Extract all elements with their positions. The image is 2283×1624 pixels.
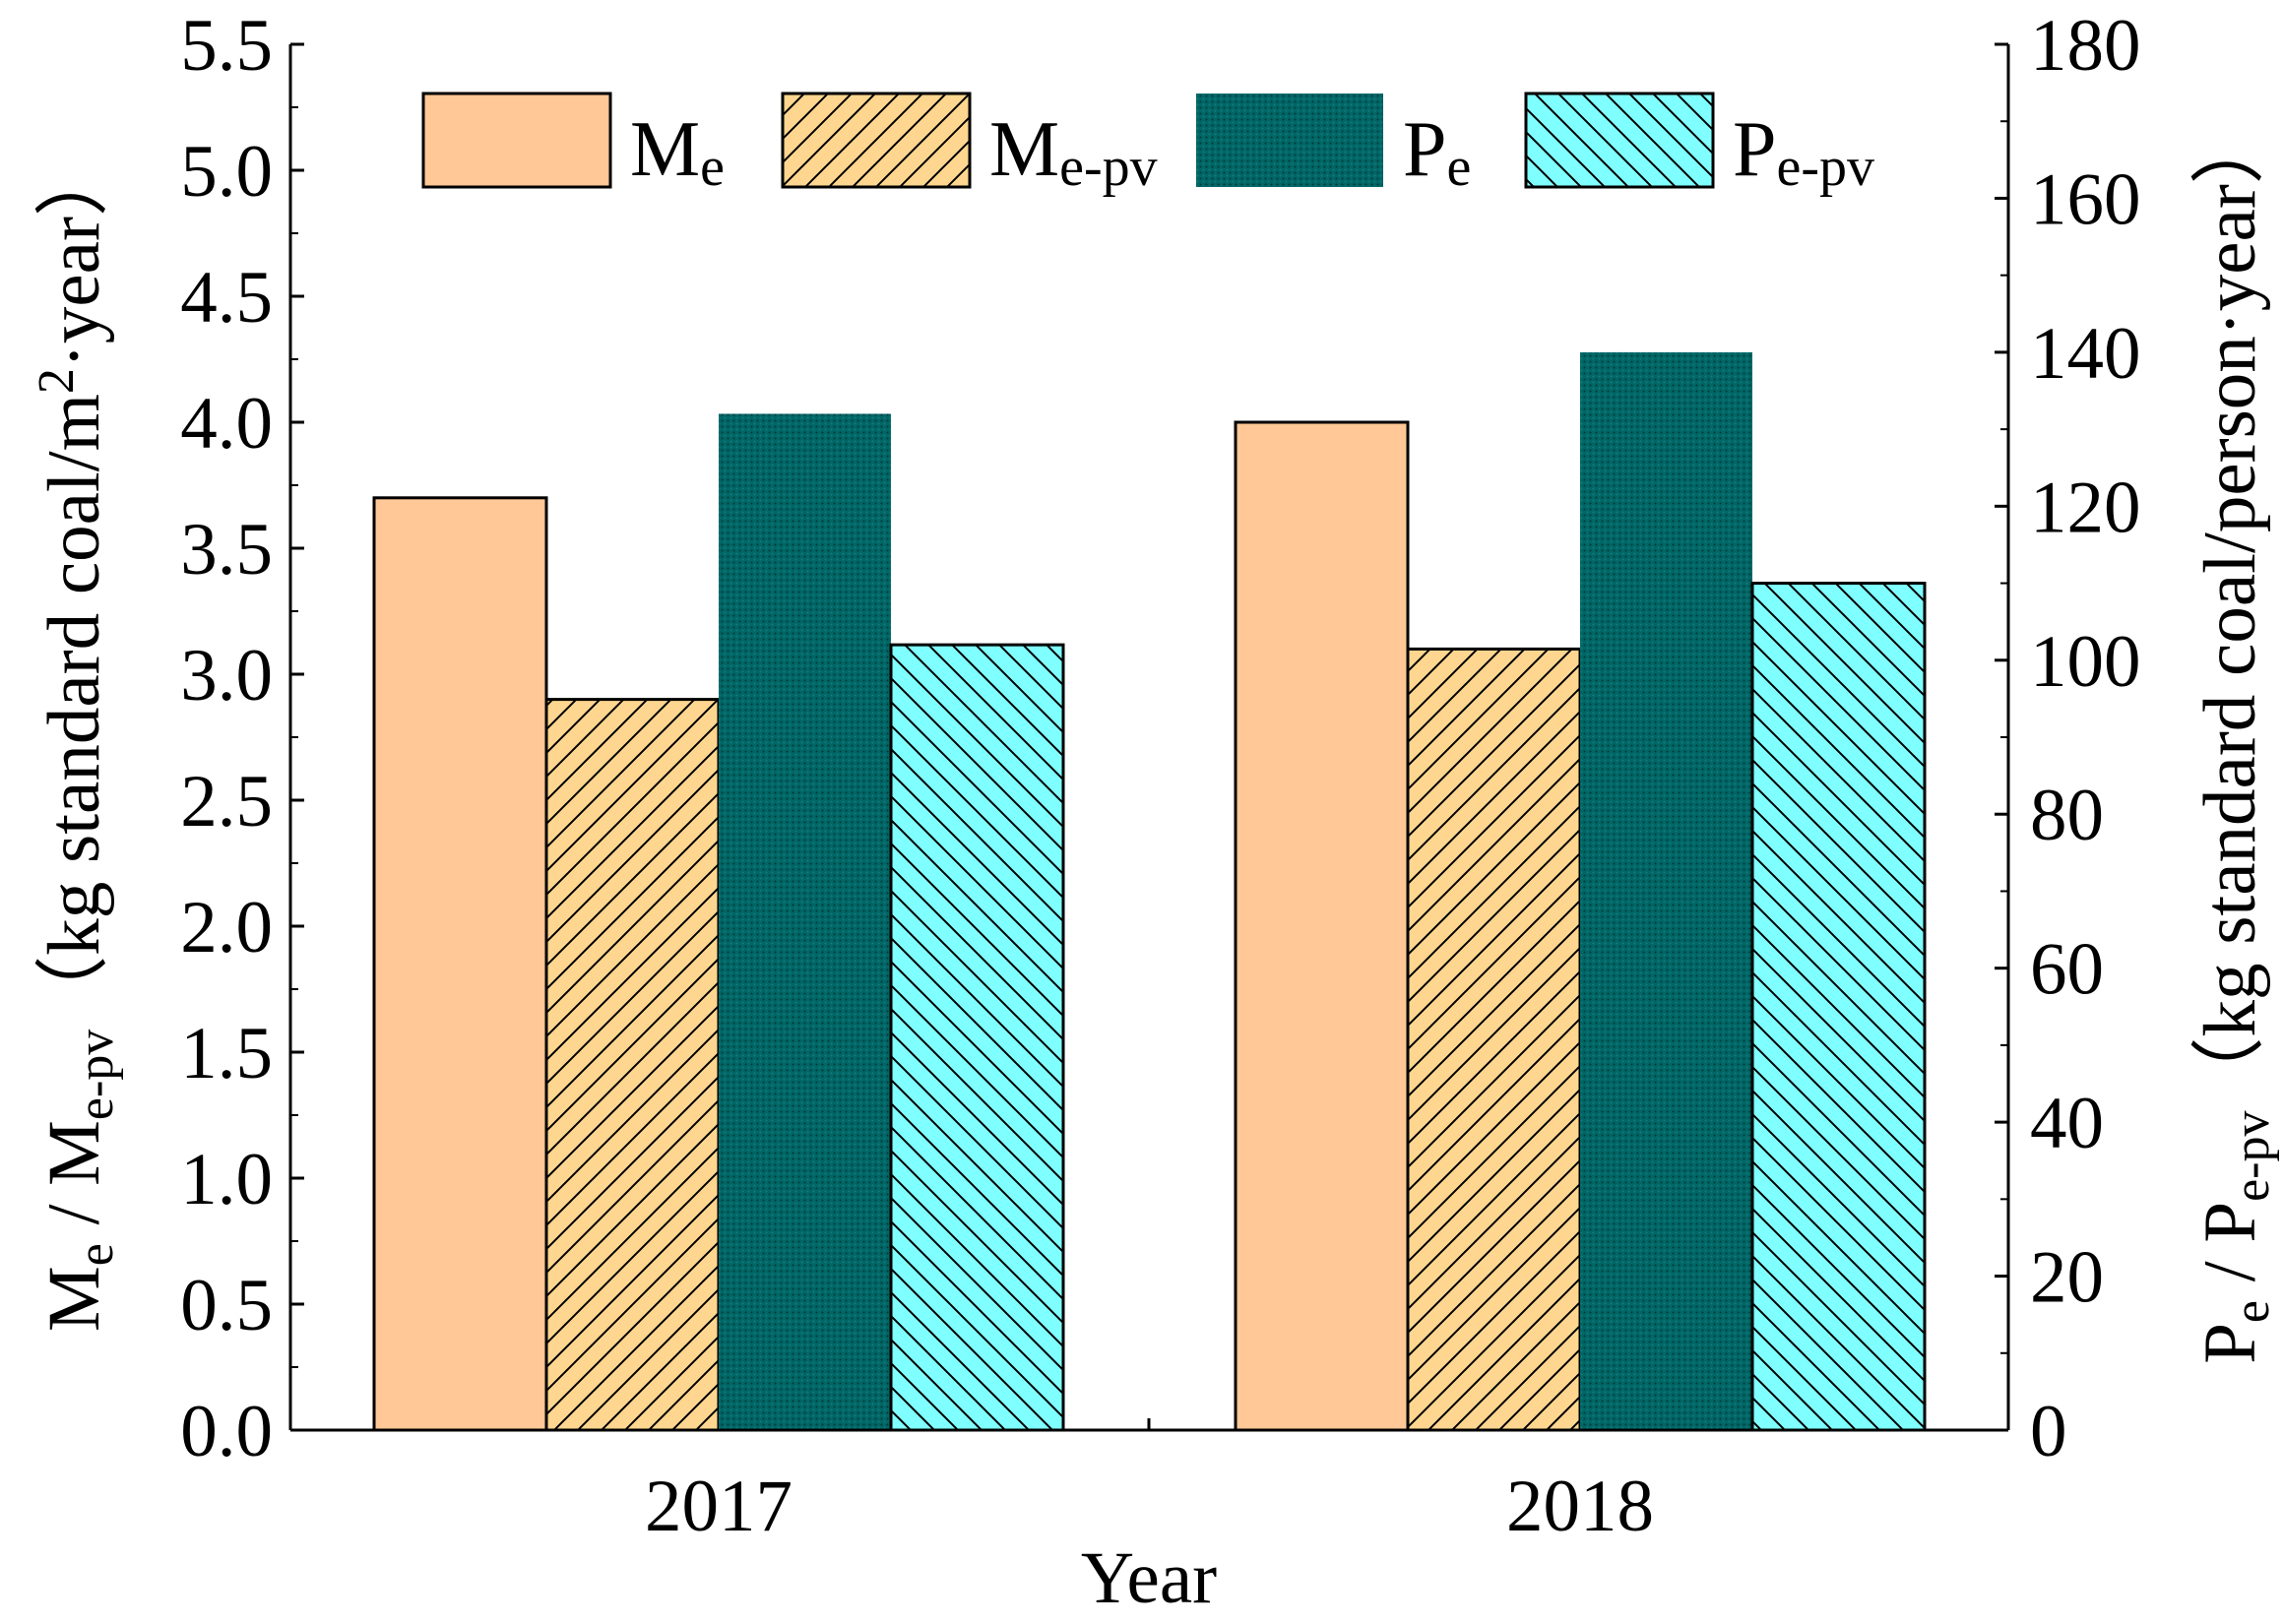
legend-label-pepv: Pe-pv	[1733, 106, 1874, 198]
right-axis-title: Pe / Pe-pv（kg standard coal/person·year）	[2189, 110, 2280, 1364]
left-tick-label: 1.0	[180, 1139, 273, 1220]
left-tick-label: 5.5	[180, 5, 273, 87]
bar-pe-2018	[1580, 351, 1752, 1430]
right-axis-title-sub2: e-pv	[2224, 1111, 2280, 1202]
legend-label-mepv-sub: e-pv	[1059, 137, 1158, 198]
right-tick-label: 140	[2030, 313, 2141, 395]
right-tick-label: 20	[2030, 1237, 2104, 1319]
legend-swatch-pe	[1196, 94, 1383, 187]
bar-me-2018	[1234, 420, 1410, 1432]
right-axis-title-sub: e	[2224, 1300, 2280, 1323]
bars-group	[372, 351, 1927, 1432]
legend: Me Me-pv Pe Pe-pv	[421, 92, 1874, 198]
legend-label-pe: Pe	[1403, 106, 1471, 198]
bar-me-2017	[372, 496, 548, 1432]
left-tick-label: 2.5	[180, 761, 273, 843]
right-tick-label: 60	[2030, 929, 2104, 1011]
right-tick-label: 100	[2030, 621, 2141, 703]
x-tick-label-2018: 2018	[1506, 1466, 1654, 1547]
legend-label-me-sub: e	[700, 137, 725, 198]
right-axis-title-sep: / P	[2189, 1202, 2271, 1300]
left-axis-ticks: 0.0 0.5 1.0 1.5 2.0 2.5 3.0 3.5 4.0 4.5 5.0 5.5	[180, 5, 304, 1472]
right-tick-label: 180	[2030, 5, 2141, 87]
left-axis-title-sep: / M	[33, 1120, 115, 1243]
legend-label-me: Me	[630, 106, 725, 198]
left-tick-label: 4.5	[180, 257, 273, 339]
left-tick-label: 5.0	[180, 131, 273, 213]
left-axis-title-sup: 2	[29, 368, 85, 394]
bar-pepv-2017	[889, 643, 1065, 1432]
left-tick-label: 3.5	[180, 509, 273, 591]
left-axis-title-main: M	[33, 1266, 115, 1332]
legend-label-mepv: Me-pv	[989, 106, 1158, 198]
legend-swatch-pepv	[1524, 92, 1715, 189]
right-tick-label: 40	[2030, 1083, 2104, 1164]
left-tick-label: 0.0	[180, 1391, 273, 1472]
x-axis-title: Year	[1081, 1537, 1217, 1619]
right-tick-label: 160	[2030, 158, 2141, 240]
right-axis-title-unit: （kg standard coal/person·year）	[2189, 110, 2271, 1110]
x-axis-ticks: 2017 2018	[645, 1466, 1654, 1547]
bar-mepv-2017	[544, 698, 721, 1432]
right-tick-label: 120	[2030, 467, 2141, 548]
legend-swatch-mepv	[781, 92, 972, 189]
right-tick-label: 80	[2030, 775, 2104, 856]
legend-label-pepv-sub: e-pv	[1777, 137, 1875, 198]
legend-label-me-main: M	[630, 106, 700, 193]
legend-swatch-me	[421, 92, 612, 189]
left-tick-label: 2.0	[180, 887, 273, 968]
left-axis-title-unit-post: ·year）	[33, 143, 115, 368]
bar-mepv-2018	[1406, 647, 1582, 1432]
left-tick-label: 0.5	[180, 1265, 273, 1346]
bar-pe-2017	[719, 413, 891, 1430]
right-tick-label: 0	[2030, 1391, 2067, 1472]
x-tick-label-2017: 2017	[645, 1466, 793, 1547]
left-axis-title-unit-pre: （kg standard coal/m	[33, 394, 115, 1030]
right-axis-title-main: P	[2189, 1323, 2271, 1364]
left-axis-title-sub: e	[68, 1243, 124, 1266]
legend-label-mepv-main: M	[989, 106, 1059, 193]
right-axis-ticks: 0 20 40 60 80 100 120 140 160 180	[1995, 5, 2141, 1472]
left-axis-title-sub2: e-pv	[68, 1030, 124, 1120]
left-tick-label: 4.0	[180, 383, 273, 465]
legend-label-pe-main: P	[1403, 106, 1447, 193]
bar-pepv-2018	[1750, 582, 1927, 1432]
left-tick-label: 1.5	[180, 1013, 273, 1094]
left-tick-label: 3.0	[180, 635, 273, 717]
left-axis-title: Me / Me-pv（kg standard coal/m2·year）	[29, 143, 124, 1332]
legend-label-pe-sub: e	[1447, 137, 1472, 198]
legend-label-pepv-main: P	[1733, 106, 1777, 193]
